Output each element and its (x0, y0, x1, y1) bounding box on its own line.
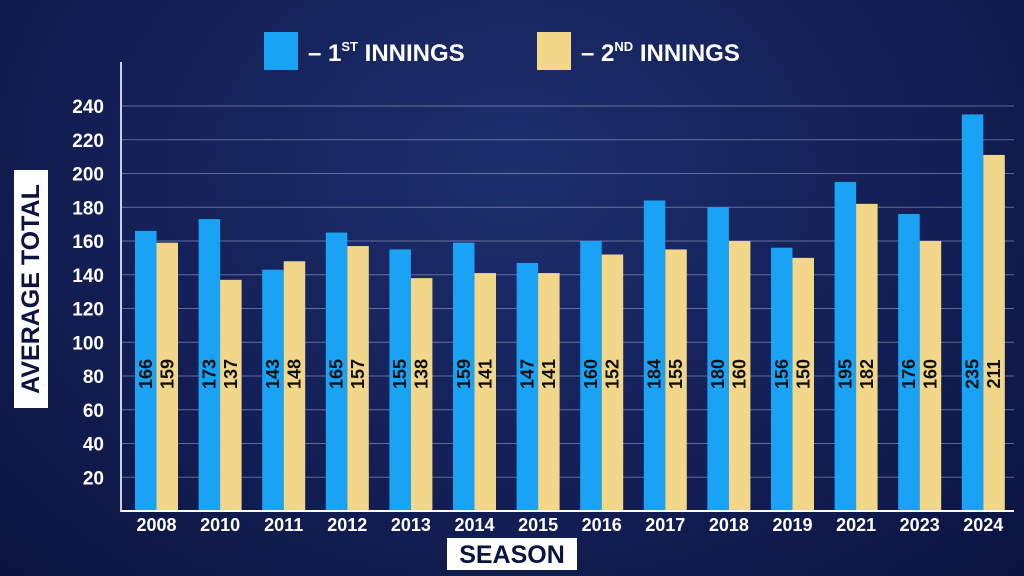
y-tick-label: 40 (83, 435, 104, 456)
bar-value-label: 160 (920, 359, 940, 389)
y-tick-label: 100 (72, 333, 104, 354)
bar-first-innings (961, 114, 984, 511)
bar-first-innings (198, 219, 221, 511)
x-tick-label: 2018 (709, 515, 749, 535)
bar-value-label: 155 (390, 359, 410, 389)
x-tick-label: 2021 (836, 515, 876, 535)
bar-value-label: 141 (539, 359, 559, 389)
bar-value-label: 143 (263, 359, 283, 389)
bars (135, 114, 1005, 511)
legend-swatch-first (264, 32, 298, 70)
bar-first-innings (135, 230, 157, 511)
y-axis-title: AVERAGE TOTAL (14, 170, 48, 408)
bar-value-label: 137 (221, 359, 241, 389)
bar-second-innings (347, 246, 369, 511)
x-tick-label: 2008 (136, 515, 176, 535)
bar-second-innings (601, 254, 624, 511)
y-tick-label: 200 (72, 165, 104, 186)
x-tick-label: 2019 (772, 515, 812, 535)
bar-value-label: 165 (327, 359, 347, 389)
y-axis-title-text: AVERAGE TOTAL (17, 184, 45, 394)
y-tick-label: 180 (72, 198, 104, 219)
x-axis-title-box (447, 538, 577, 570)
data-labels: 166 159 173 137 143 148 165 157 155 138 159 141 147 1… (136, 359, 1004, 389)
bar-value-label: 148 (284, 359, 304, 389)
bar-value-label: 195 (835, 359, 855, 389)
bar-first-innings (580, 241, 602, 511)
bar-value-label: 184 (645, 359, 665, 389)
bar-value-label: 235 (963, 359, 983, 389)
bar-first-innings (771, 247, 793, 511)
bar-value-label: 166 (136, 359, 156, 389)
legend-swatch-second (537, 32, 571, 70)
bar-second-innings (474, 273, 496, 511)
bar-second-innings (856, 203, 878, 511)
x-tick-label: 2015 (518, 515, 558, 535)
bar-first-innings (453, 242, 475, 511)
x-tick-label: 2011 (264, 515, 303, 535)
bar-value-label: 182 (857, 359, 877, 389)
x-axis-title-text: SEASON (459, 541, 565, 569)
bar-value-label: 173 (199, 359, 219, 389)
bar-value-label: 211 (984, 359, 1004, 388)
bar-first-innings (643, 200, 666, 511)
bar-value-label: 157 (348, 359, 368, 389)
bar-value-label: 176 (899, 359, 919, 389)
bar-value-label: 141 (475, 359, 495, 389)
y-tick-label: 220 (72, 131, 104, 152)
bar-value-label: 138 (412, 359, 432, 389)
x-tick-label: 2016 (582, 515, 622, 535)
bar-first-innings (516, 262, 539, 511)
bar-second-innings (283, 261, 306, 511)
y-axis-ticks: 20 40 60 80 100 120 140 160 180 200 220 240 (72, 97, 104, 489)
y-tick-label: 160 (72, 232, 104, 253)
y-tick-label: 140 (72, 266, 104, 287)
x-tick-label: 2012 (327, 515, 367, 535)
bar-second-innings (792, 257, 814, 511)
bar-value-label: 156 (772, 359, 792, 389)
bar-first-innings (389, 249, 411, 511)
y-tick-label: 240 (72, 97, 104, 118)
bar-second-innings (983, 154, 1005, 511)
bar-value-label: 159 (157, 359, 177, 389)
x-axis-categories: 2008 2010 2011 2012 2013 2014 2015 2016 2017 2018… (136, 515, 1003, 535)
bar-value-label: 150 (793, 359, 813, 389)
bar-value-label: 160 (730, 359, 750, 389)
bar-value-label: 147 (517, 359, 537, 389)
bar-second-innings (538, 273, 560, 511)
bar-value-label: 160 (581, 359, 601, 389)
bar-value-label: 180 (708, 359, 728, 389)
bar-second-innings (919, 241, 942, 511)
y-tick-label: 20 (83, 468, 104, 489)
x-tick-label: 2010 (200, 515, 240, 535)
y-axis-title-box (14, 170, 48, 408)
x-tick-label: 2024 (963, 515, 1003, 535)
x-tick-label: 2017 (645, 515, 685, 535)
bar-second-innings (665, 249, 687, 511)
bar-first-innings (898, 214, 920, 511)
y-tick-label: 80 (83, 367, 104, 388)
x-axis-title: SEASON (447, 538, 577, 570)
legend: – 1ST INNINGS – 2ND INNINGS (264, 32, 740, 70)
bar-second-innings (156, 242, 178, 511)
x-tick-label: 2013 (391, 515, 431, 535)
bar-first-innings (325, 232, 348, 511)
x-tick-label: 2023 (900, 515, 940, 535)
bar-first-innings (834, 181, 857, 511)
x-tick-label: 2014 (454, 515, 494, 535)
y-tick-label: 120 (72, 300, 104, 321)
legend-label-second: – 2ND INNINGS (581, 39, 740, 67)
bar-second-innings (410, 278, 433, 511)
bar-first-innings (262, 269, 284, 511)
bar-value-label: 159 (454, 359, 474, 389)
y-tick-label: 60 (83, 401, 104, 422)
bar-value-label: 152 (602, 359, 622, 389)
bar-second-innings (728, 241, 751, 511)
bar-second-innings (220, 279, 242, 511)
bar-first-innings (707, 207, 729, 511)
bar-value-label: 155 (666, 359, 686, 389)
legend-label-first: – 1ST INNINGS (308, 39, 465, 67)
gridlines (121, 105, 1014, 478)
